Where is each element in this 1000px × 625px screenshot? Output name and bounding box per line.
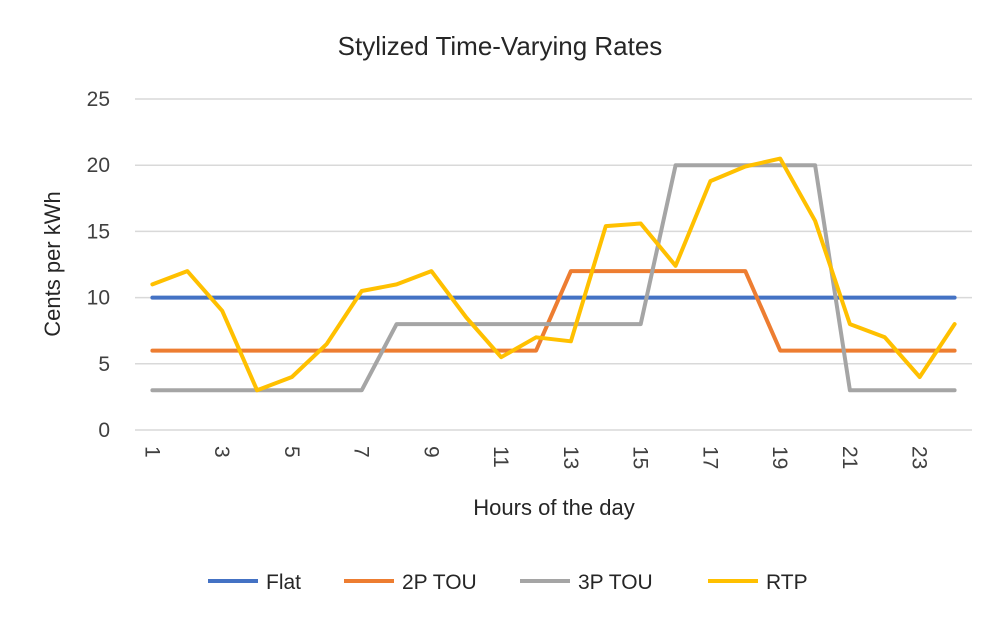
series-line-rtp [150,156,957,393]
series-line-2p-tou [150,269,957,353]
legend-label: RTP [766,571,808,594]
x-tick-label: 3 [210,446,233,458]
series-lines [150,156,957,393]
y-tick-label: 20 [87,154,110,177]
y-tick-label: 25 [87,88,110,111]
x-tick-label: 23 [908,446,931,469]
x-tick-label: 19 [768,446,791,469]
series-line-3p-tou [150,163,957,393]
y-axis-title: Cents per kWh [40,191,65,337]
x-tick-label: 21 [838,446,861,469]
x-tick-label: 5 [280,446,303,458]
x-tick-label: 7 [350,446,373,458]
legend-label: Flat [266,571,301,594]
x-tick-label: 13 [559,446,582,469]
y-tick-label: 10 [87,287,110,310]
legend: Flat 2P TOU 3P TOU RTP [208,571,808,594]
x-axis-title: Hours of the day [473,495,634,520]
y-axis-ticks: 0 5 10 15 20 25 [87,88,110,442]
y-tick-label: 15 [87,220,110,243]
x-tick-label: 11 [489,446,512,468]
x-tick-label: 9 [419,446,442,458]
legend-label: 3P TOU [578,571,653,594]
y-tick-label: 0 [98,419,110,442]
legend-label: 2P TOU [402,571,477,594]
x-tick-label: 1 [140,446,163,458]
x-tick-label: 15 [629,446,652,469]
chart-title: Stylized Time-Varying Rates [338,31,663,61]
x-tick-label: 17 [698,446,721,469]
y-tick-label: 5 [98,353,110,376]
x-axis-ticks: 1 3 5 7 9 11 13 15 17 19 21 23 [140,446,930,469]
